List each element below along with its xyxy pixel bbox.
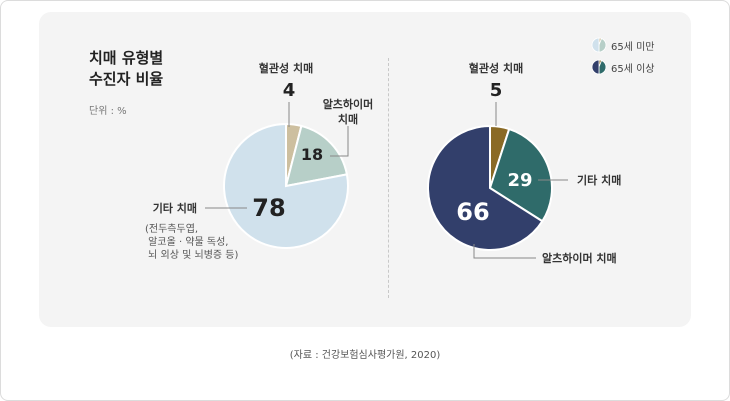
unit-label: 단위 : % [89, 106, 127, 117]
slice-label: 기타 치매 [153, 201, 197, 215]
slice-value: 29 [507, 170, 532, 191]
slice-value: 4 [283, 80, 296, 101]
slice-label: 혈관성 치매 [469, 61, 523, 75]
leader-line [330, 126, 349, 157]
legend-swatch-slice [591, 37, 600, 53]
leader-line [473, 244, 536, 259]
legend-swatch-slice [591, 59, 600, 75]
legend: 65세 미만 65세 이상 [591, 34, 655, 78]
chart-title: 치매 유형별 수진자 비율 [89, 49, 164, 88]
slice-value: 18 [301, 145, 323, 164]
pie-slice [488, 127, 553, 223]
legend-item-over-65: 65세 이상 [591, 56, 655, 78]
slice-note: (전두측두엽, 알코올 · 약물 독성, 뇌 외상 및 뇌병증 등) [145, 223, 238, 261]
legend-swatch-under-65 [591, 37, 607, 53]
pie-slice [427, 124, 544, 251]
pie-chart-over-65: 5 혈관성 치매 29 기타 치매 66 알츠하이머 치매 [427, 61, 621, 265]
pie-slice [223, 122, 349, 249]
legend-item-under-65: 65세 미만 [591, 34, 655, 56]
legend-label: 65세 이상 [611, 63, 655, 75]
slice-value: 5 [490, 80, 503, 101]
slice-label: 알츠하이머 치매 [542, 251, 617, 265]
chart-panel [39, 12, 691, 327]
source-note: (자료 : 건강보험심사평가원, 2020) [289, 350, 441, 361]
slice-label: 알츠하이머 치매 [323, 97, 374, 126]
legend-label: 65세 미만 [611, 41, 655, 53]
chart-divider [388, 58, 389, 298]
slice-label: 기타 치매 [577, 173, 621, 187]
slice-value: 66 [456, 198, 489, 226]
legend-swatch-over-65 [591, 59, 607, 75]
slice-label: 혈관성 치매 [259, 61, 313, 75]
slice-value: 78 [252, 194, 285, 222]
pie-slice [284, 124, 349, 188]
